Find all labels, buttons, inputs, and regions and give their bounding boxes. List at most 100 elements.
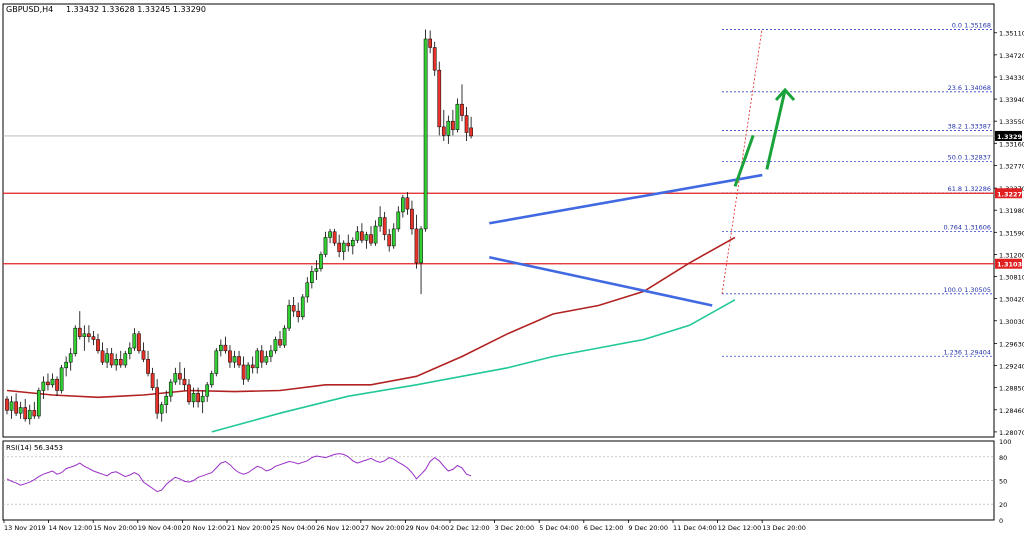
- bullish-candle: [168, 381, 173, 397]
- price-tag-label: 1.31036: [997, 261, 1024, 269]
- bullish-candle: [205, 384, 210, 397]
- bearish-candle: [77, 327, 82, 337]
- time-tick-label: 21 Nov 20:00: [227, 524, 271, 532]
- bullish-candle: [378, 217, 382, 227]
- price-tick-label: 1.28460: [999, 407, 1024, 415]
- bearish-candle: [141, 350, 146, 360]
- bullish-candle: [391, 228, 396, 247]
- bearish-candle: [250, 364, 255, 369]
- bearish-candle: [155, 387, 160, 414]
- bearish-candle: [5, 398, 9, 411]
- rsi-level-label: 80: [999, 454, 1007, 462]
- price-tick-label: 1.31200: [999, 251, 1024, 259]
- bullish-candle: [419, 228, 423, 264]
- bearish-candle: [46, 381, 50, 386]
- fib-level-label: 100.0 1.30505: [943, 286, 991, 294]
- bullish-candle: [9, 401, 14, 411]
- price-tick-label: 1.28850: [999, 385, 1024, 393]
- bearish-candle: [296, 310, 301, 318]
- bullish-candle: [18, 407, 23, 414]
- price-tick-label: 1.31590: [999, 229, 1024, 237]
- bearish-candle: [137, 333, 141, 352]
- bullish-candle: [209, 373, 214, 386]
- bearish-candle: [23, 407, 28, 420]
- fib-level-label: 0.764 1.31606: [943, 223, 991, 231]
- price-tick-label: 1.33550: [999, 118, 1024, 126]
- fib-level-label: 0.0 1.35168: [952, 21, 991, 29]
- bearish-candle: [387, 234, 392, 247]
- annotation-arrow-shaft: [765, 89, 787, 170]
- time-tick-label: 6 Dec 12:00: [584, 524, 624, 532]
- price-tag: [995, 188, 1022, 199]
- bearish-candle: [460, 103, 464, 116]
- time-tick-label: 29 Nov 04:00: [405, 524, 449, 532]
- rsi-label: RSI(14) 56.3453: [6, 444, 63, 452]
- bullish-candle: [446, 120, 451, 136]
- fib-level-label: 50.0 1.32837: [948, 154, 991, 162]
- bullish-candle: [200, 395, 205, 403]
- bearish-candle: [196, 393, 200, 403]
- time-tick-label: 3 Dec 20:00: [495, 524, 535, 532]
- bearish-candle: [337, 242, 341, 252]
- bearish-candle: [182, 378, 187, 386]
- bearish-candle: [451, 120, 455, 130]
- bearish-candle: [178, 373, 182, 380]
- time-tick-label: 27 Nov 20:00: [361, 524, 405, 532]
- bullish-candle: [219, 344, 223, 352]
- annotation-arrow-head: [774, 87, 796, 102]
- time-tick-label: 13 Dec 20:00: [762, 524, 806, 532]
- price-tick-label: 1.30030: [999, 318, 1024, 326]
- symbol-label: GBPUSD,H4: [6, 5, 53, 14]
- bearish-candle: [259, 350, 264, 363]
- time-tick-label: 9 Dec 20:00: [628, 524, 668, 532]
- bullish-candle: [455, 103, 460, 130]
- price-tag-label: 1.32279: [997, 190, 1024, 198]
- bullish-candle: [68, 353, 73, 363]
- bullish-candle: [423, 38, 428, 230]
- bullish-candle: [27, 410, 32, 420]
- bearish-candle: [432, 47, 437, 71]
- time-tick-label: 25 Nov 04:00: [272, 524, 316, 532]
- bullish-candle: [114, 359, 119, 366]
- price-tag-label: 1.33290: [997, 133, 1024, 141]
- time-tick-label: 12 Dec 12:00: [718, 524, 762, 532]
- price-tick-label: 1.29240: [999, 363, 1024, 371]
- price-tick-label: 1.28070: [999, 429, 1024, 437]
- bearish-candle: [469, 127, 473, 137]
- time-tick-label: 11 Dec 04:00: [673, 524, 717, 532]
- rsi-level-label: 20: [999, 501, 1007, 509]
- bearish-candle: [405, 197, 410, 210]
- price-tick-label: 1.32770: [999, 162, 1024, 170]
- price-tick-label: 1.33940: [999, 96, 1024, 104]
- bearish-candle: [87, 333, 91, 337]
- bullish-candle: [282, 327, 287, 346]
- rsi-line: [6, 453, 472, 493]
- time-tick-label: 26 Nov 12:00: [316, 524, 360, 532]
- bearish-candle: [382, 217, 387, 235]
- bullish-candle: [328, 231, 332, 238]
- bullish-candle: [159, 404, 164, 414]
- bullish-candle: [273, 339, 278, 352]
- trendline: [489, 255, 713, 307]
- bullish-candle: [246, 364, 251, 380]
- price-tag: [995, 258, 1022, 269]
- fib-anchor-line: [721, 29, 763, 294]
- bearish-candle: [441, 126, 446, 136]
- price-tick-label: 1.29630: [999, 340, 1024, 348]
- bearish-candle: [241, 364, 246, 380]
- bullish-candle: [264, 356, 269, 363]
- bearish-candle: [118, 359, 123, 366]
- time-tick-label: 14 Nov 12:00: [49, 524, 93, 532]
- bearish-candle: [237, 356, 241, 366]
- bullish-candle: [82, 333, 87, 337]
- annotation-arrow-shaft: [733, 134, 755, 187]
- bearish-candle: [187, 384, 191, 403]
- bearish-candle: [346, 242, 351, 247]
- bullish-candle: [173, 373, 178, 383]
- bullish-candle: [300, 296, 305, 318]
- bullish-candle: [310, 271, 314, 284]
- bearish-candle: [291, 305, 296, 312]
- bullish-candle: [396, 211, 401, 230]
